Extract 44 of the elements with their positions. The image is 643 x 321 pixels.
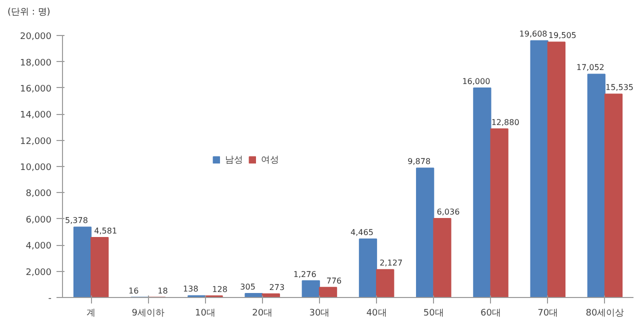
x-tick-label: 80세이상 — [586, 308, 624, 318]
data-label: 16,000 — [462, 76, 490, 86]
y-tick-label: 18,000 — [20, 58, 52, 68]
data-label: 17,052 — [576, 63, 604, 72]
x-tick-label: 70대 — [538, 308, 558, 318]
data-label: 776 — [326, 276, 342, 286]
data-label: 19,505 — [548, 31, 576, 40]
y-tick-label: 10,000 — [20, 163, 52, 174]
data-label: 2,127 — [380, 258, 403, 268]
x-tick-label: 9세이하 — [132, 308, 165, 318]
x-tick-label: 10대 — [195, 308, 216, 318]
y-tick-label: 2,000 — [26, 268, 52, 278]
legend-label: 여성 — [261, 154, 280, 166]
data-label: 16 — [128, 286, 139, 296]
data-label: 19,608 — [519, 30, 548, 39]
data-label: 15,535 — [606, 83, 634, 92]
x-tick-label: 30대 — [309, 308, 330, 318]
legend-label: 남성 — [225, 154, 244, 166]
x-tick-label: 40대 — [366, 308, 387, 318]
y-tick-label: 16,000 — [20, 84, 52, 94]
y-tick-label: 4,000 — [26, 242, 52, 252]
text: (단위 : 명) — [8, 8, 50, 18]
data-label: 273 — [269, 282, 285, 292]
x-tick-label: 50대 — [423, 308, 444, 318]
data-label: 18 — [158, 286, 168, 296]
x-tick-label: 20대 — [252, 308, 273, 318]
y-tick-label: 14,000 — [20, 110, 52, 121]
data-label: 12,880 — [491, 118, 520, 127]
data-label: 6,036 — [436, 207, 460, 216]
data-label: 1,276 — [293, 270, 316, 279]
x-tick-label: 60대 — [480, 308, 501, 318]
y-tick-label: 6,000 — [26, 215, 52, 226]
y-tick-label: 20,000 — [20, 32, 52, 42]
x-tick-label: 계 — [86, 308, 96, 318]
data-label: 138 — [183, 284, 198, 294]
data-label: 4,465 — [350, 228, 374, 238]
data-label: 5,378 — [65, 216, 88, 226]
data-label: 305 — [240, 282, 256, 292]
data-label: 128 — [212, 284, 228, 294]
data-label: 9,878 — [408, 157, 431, 166]
data-label: 4,581 — [94, 226, 118, 236]
y-tick-label: 12,000 — [20, 136, 52, 147]
y-tick-label: - — [48, 294, 52, 304]
y-tick-label: 8,000 — [26, 189, 52, 200]
